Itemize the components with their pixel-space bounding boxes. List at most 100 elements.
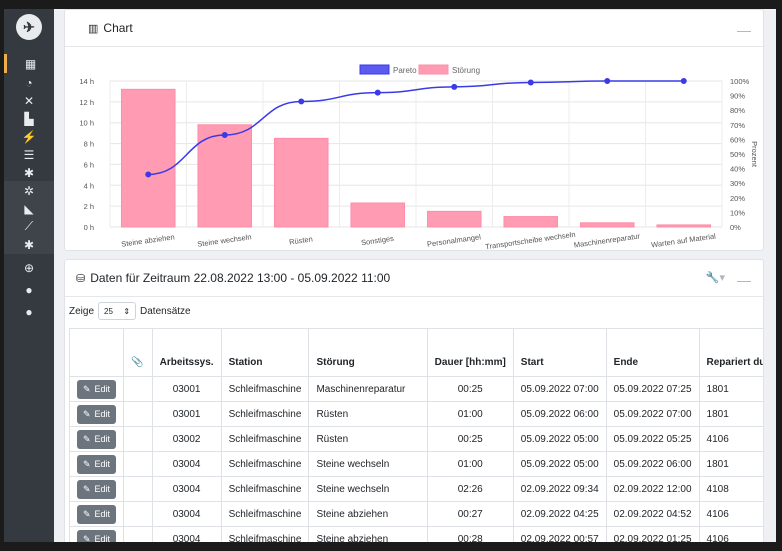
- x-tick-label: Sonstiges: [360, 234, 394, 248]
- y2-tick-label: 40%: [730, 165, 745, 174]
- y2-tick-label: 0%: [730, 223, 741, 232]
- table-cell: 02.09.2022 00:57: [512, 526, 607, 542]
- y2-tick-label: 60%: [730, 135, 745, 144]
- edit-cell: ✎ Edit: [68, 401, 125, 427]
- table-cell: Schleifmaschine: [220, 451, 310, 477]
- bar-3: [273, 137, 329, 228]
- table-cell: 05.09.2022 05:25: [605, 426, 700, 452]
- table-cell: 00:25: [426, 376, 514, 402]
- user-cog-icon[interactable]: ●: [25, 282, 33, 297]
- wrench-icon[interactable]: 🔧▾: [705, 272, 725, 284]
- page-size-select[interactable]: 25 ⇕: [98, 302, 137, 320]
- table-cell: Maschinenreparatur: [308, 376, 428, 402]
- pareto-point-4: [374, 89, 381, 96]
- column-header[interactable]: Repariert durch: [698, 328, 763, 377]
- y-tick-label: 8 h: [84, 140, 94, 149]
- edit-button[interactable]: ✎ Edit: [77, 429, 117, 449]
- table-card-title: Daten für Zeitraum 22.08.2022 13:00 - 05…: [90, 271, 391, 285]
- edit-button[interactable]: ✎ Edit: [77, 504, 117, 524]
- bar-6: [503, 216, 559, 228]
- table-cell: 1801: [698, 451, 763, 477]
- y2-tick-label: 70%: [730, 121, 745, 130]
- table-cell: Schleifmaschine: [220, 401, 310, 427]
- list-icon[interactable]: ☰: [23, 147, 35, 162]
- pareto-point-5: [451, 83, 458, 90]
- building-icon[interactable]: ▦: [4, 54, 54, 73]
- table-cell: Steine wechseln: [308, 476, 428, 502]
- app-window: ✈ ▦ ◔ ✕ ▙ ⚡ ☰ ✱ ✲ ◣ ⟋ ✱ ⊕ ● ● ▥ Chart — Pareto Störung…: [4, 9, 776, 542]
- table-cell: 4108: [698, 476, 763, 502]
- column-header[interactable]: Ende: [605, 328, 700, 377]
- plus-circle-icon[interactable]: ⊕: [23, 260, 35, 275]
- y2-axis-label: Prozent: [750, 141, 759, 168]
- pareto-point-3: [298, 98, 305, 105]
- edit-button[interactable]: ✎ Edit: [77, 454, 117, 474]
- collapse-icon[interactable]: —: [737, 22, 751, 38]
- table-row: ✎ Edit 03004 Schleifmaschine Steine abziehen…: [68, 526, 763, 543]
- edit-icon: ✎: [83, 508, 91, 519]
- gears-icon[interactable]: ✲: [4, 181, 54, 200]
- y2-tick-label: 50%: [730, 150, 745, 159]
- table-cell: Steine abziehen: [308, 526, 428, 542]
- gear-icon[interactable]: ✱: [23, 165, 35, 180]
- x-tick-label: Maschinenreparatur: [573, 231, 641, 249]
- table-cell: 05.09.2022 07:00: [512, 376, 607, 402]
- edit-icon: ✎: [83, 433, 91, 444]
- table-header-row: 📎 Arbeitssys. Station Störung Dauer [hh:mm] S…: [68, 328, 763, 377]
- table-cell: Steine abziehen: [308, 501, 428, 527]
- legend-label-stoerung: Störung: [452, 66, 480, 75]
- attachment-cell: [123, 401, 153, 427]
- edit-cell: ✎ Edit: [68, 426, 125, 452]
- y-tick-label: 2 h: [84, 202, 94, 211]
- attachment-cell: [123, 451, 153, 477]
- table-cell: 02.09.2022 12:00: [605, 476, 700, 502]
- column-header[interactable]: Störung: [308, 328, 428, 377]
- table-cell: Rüsten: [308, 426, 428, 452]
- table-cell: 03004: [151, 501, 222, 527]
- edit-button[interactable]: ✎ Edit: [77, 379, 117, 399]
- attachment-cell: [123, 426, 153, 452]
- factory-icon[interactable]: ▙: [24, 111, 34, 126]
- table-cell: 01:00: [426, 401, 514, 427]
- column-header: [68, 328, 125, 377]
- app-logo[interactable]: ✈: [16, 14, 42, 40]
- table-cell: 00:25: [426, 426, 514, 452]
- table-row: ✎ Edit 03004 Schleifmaschine Steine abziehen…: [68, 501, 763, 527]
- table-cell: 05.09.2022 07:00: [605, 401, 700, 427]
- table-cell: 03004: [151, 476, 222, 502]
- column-header[interactable]: Station: [220, 328, 310, 377]
- y2-tick-label: 30%: [730, 179, 745, 188]
- x-tick-label: Warten auf Material: [651, 231, 717, 249]
- edit-button[interactable]: ✎ Edit: [77, 479, 117, 499]
- table-cell: 01:00: [426, 451, 514, 477]
- y2-tick-label: 80%: [730, 106, 745, 115]
- pareto-point-7: [604, 78, 611, 84]
- chart-area-icon[interactable]: ◣: [4, 199, 54, 218]
- cog-icon[interactable]: ✱: [4, 235, 54, 254]
- table-cell: Schleifmaschine: [220, 501, 310, 527]
- edit-button[interactable]: ✎ Edit: [77, 404, 117, 424]
- chart-line-icon[interactable]: ⟋: [4, 217, 54, 236]
- table-row: ✎ Edit 03002 Schleifmaschine Rüsten 00:25 05.0…: [68, 426, 763, 452]
- y-tick-label: 12 h: [79, 98, 94, 107]
- table-cell: 4106: [698, 526, 763, 542]
- select-arrow-icon: ⇕: [123, 306, 131, 316]
- column-header[interactable]: Dauer [hh:mm]: [426, 328, 514, 377]
- edit-cell: ✎ Edit: [68, 451, 125, 477]
- collapse-icon[interactable]: —: [737, 272, 751, 288]
- y2-tick-label: 100%: [730, 77, 750, 86]
- table-card-header: ⛁ Daten für Zeitraum 22.08.2022 13:00 - …: [65, 260, 763, 297]
- x-tick-label: Personalmangel: [426, 232, 481, 249]
- edit-icon: ✎: [83, 533, 91, 543]
- legend-swatch-stoerung: [418, 64, 449, 75]
- column-header[interactable]: Start: [512, 328, 607, 377]
- y-tick-label: 14 h: [79, 77, 94, 86]
- column-header[interactable]: Arbeitssys.: [151, 328, 222, 377]
- edit-cell: ✎ Edit: [68, 376, 125, 402]
- edit-button[interactable]: ✎ Edit: [77, 529, 117, 543]
- table-cell: 02.09.2022 04:52: [605, 501, 700, 527]
- plug-icon[interactable]: ⚡: [21, 129, 37, 144]
- dashboard-icon[interactable]: ◔: [25, 75, 33, 90]
- user-cog-icon[interactable]: ●: [25, 304, 33, 319]
- tools-icon[interactable]: ✕: [23, 93, 35, 108]
